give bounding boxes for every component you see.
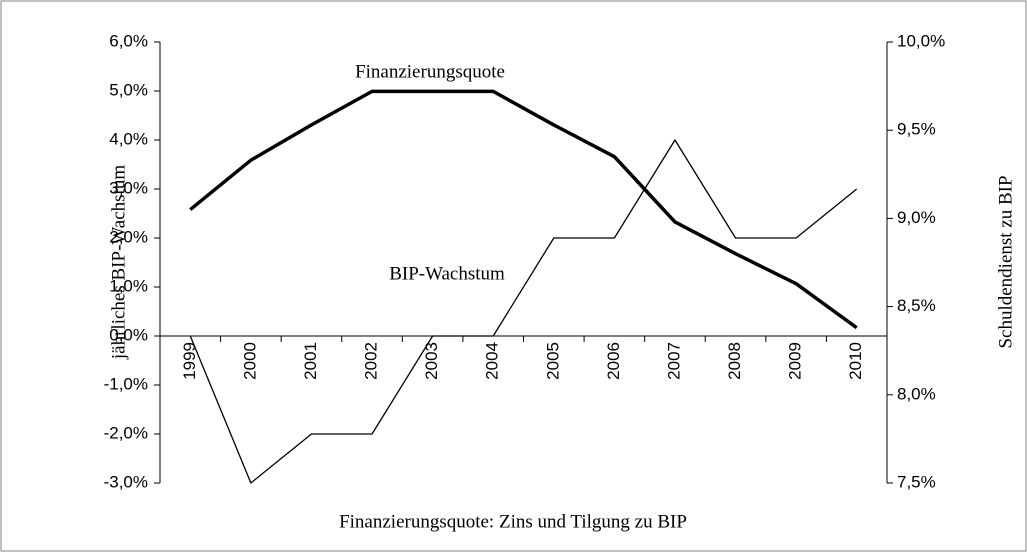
y-tick-label: 5,0%: [109, 80, 148, 99]
x-tick-label: 1999: [180, 342, 199, 380]
x-tick-label: 2000: [240, 342, 259, 380]
x-tick-label: 2002: [362, 342, 381, 380]
y-tick-label: 3,0%: [109, 178, 148, 197]
x-tick-label: 2006: [604, 342, 623, 380]
x-tick-label: 2007: [664, 342, 683, 380]
y-tick-label: -1,0%: [104, 374, 148, 393]
y-tick-label: 6,0%: [109, 31, 148, 50]
x-tick-label: 2008: [725, 342, 744, 380]
y-tick-label: 0,0%: [109, 325, 148, 344]
series-annotation: Finanzierungsquote: [355, 61, 505, 82]
x-axis-title: Finanzierungsquote: Zins und Tilgung zu …: [339, 511, 687, 532]
y2-tick-label: 9,5%: [897, 120, 936, 139]
y2-tick-label: 9,0%: [897, 208, 936, 227]
x-tick-label: 2003: [422, 342, 441, 380]
y2-axis-title: Schuldendienst zu BIP: [995, 175, 1016, 348]
y-tick-label: 4,0%: [109, 129, 148, 148]
x-tick-label: 2005: [543, 342, 562, 380]
series-line: [189, 89, 858, 330]
y2-tick-label: 8,5%: [897, 296, 936, 315]
y-axis-title: jährliches BIP-Wachstum: [108, 165, 129, 360]
y-tick-label: 1,0%: [109, 276, 148, 295]
y2-tick-label: 8,0%: [897, 384, 936, 403]
y2-tick-label: 10,0%: [897, 31, 945, 50]
x-tick-label: 2009: [786, 342, 805, 380]
series-line: [189, 139, 858, 484]
y-tick-label: -3,0%: [104, 472, 148, 491]
x-tick-label: 2004: [483, 342, 502, 380]
x-tick-label: 2010: [846, 342, 865, 380]
y2-tick-label: 7,5%: [897, 472, 936, 491]
y-tick-label: 2,0%: [109, 227, 148, 246]
series-annotation: BIP-Wachstum: [389, 263, 505, 284]
x-tick-label: 2001: [301, 342, 320, 380]
y-tick-label: -2,0%: [104, 423, 148, 442]
